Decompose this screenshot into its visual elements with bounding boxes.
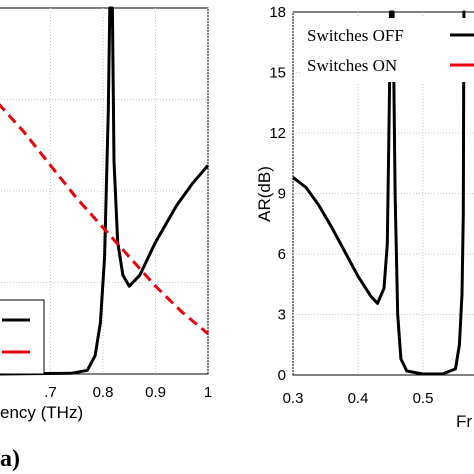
left-series-line-1 [0,103,209,335]
right-y-tick-label: 6 [278,246,286,263]
left-x-tick-label: 0.9 [145,384,166,401]
right-y-tick-label: 3 [278,307,286,324]
right-x-tick-labels: 0.3 0.4 0.5 [283,390,434,407]
panel-label-a: a) [0,446,20,472]
right-y-tick-labels: 0 3 6 9 12 15 18 [269,4,286,384]
right-x-tick-label: 0.3 [283,390,304,407]
right-series-line-0 [292,10,466,376]
right-chart: 0.3 0.4 0.5 0 3 6 9 12 15 18 AR(dB) Fr Switches … [255,4,474,431]
right-y-tick-label: 18 [269,4,286,21]
right-x-axis-label: Fr [456,412,472,431]
right-series [292,10,466,376]
left-x-tick-label: 1 [204,384,212,401]
left-x-tick-label: .7 [44,384,57,401]
right-legend-label-off: Switches OFF [307,26,404,45]
left-x-tick-label: 0.8 [93,384,114,401]
right-y-axis-label: AR(dB) [255,166,274,222]
left-chart: .7 0.8 0.9 1 ency (THz) a) [0,6,212,472]
right-legend: Switches OFF Switches ON [300,18,474,82]
right-y-tick-label: 12 [269,125,286,142]
left-x-tick-labels: .7 0.8 0.9 1 [44,384,212,401]
right-legend-label-on: Switches ON [307,56,397,75]
right-x-tick-label: 0.4 [348,390,369,407]
right-x-tick-label: 0.5 [413,390,434,407]
left-x-axis-label: ency (THz) [0,403,83,422]
left-series [0,6,210,376]
left-series-line-0 [0,6,210,376]
right-y-tick-label: 0 [278,367,286,384]
left-legend [0,299,45,375]
left-legend-box [0,299,45,375]
right-y-tick-label: 9 [278,186,286,203]
right-y-tick-label: 15 [269,65,286,82]
right-legend-box [300,18,474,82]
